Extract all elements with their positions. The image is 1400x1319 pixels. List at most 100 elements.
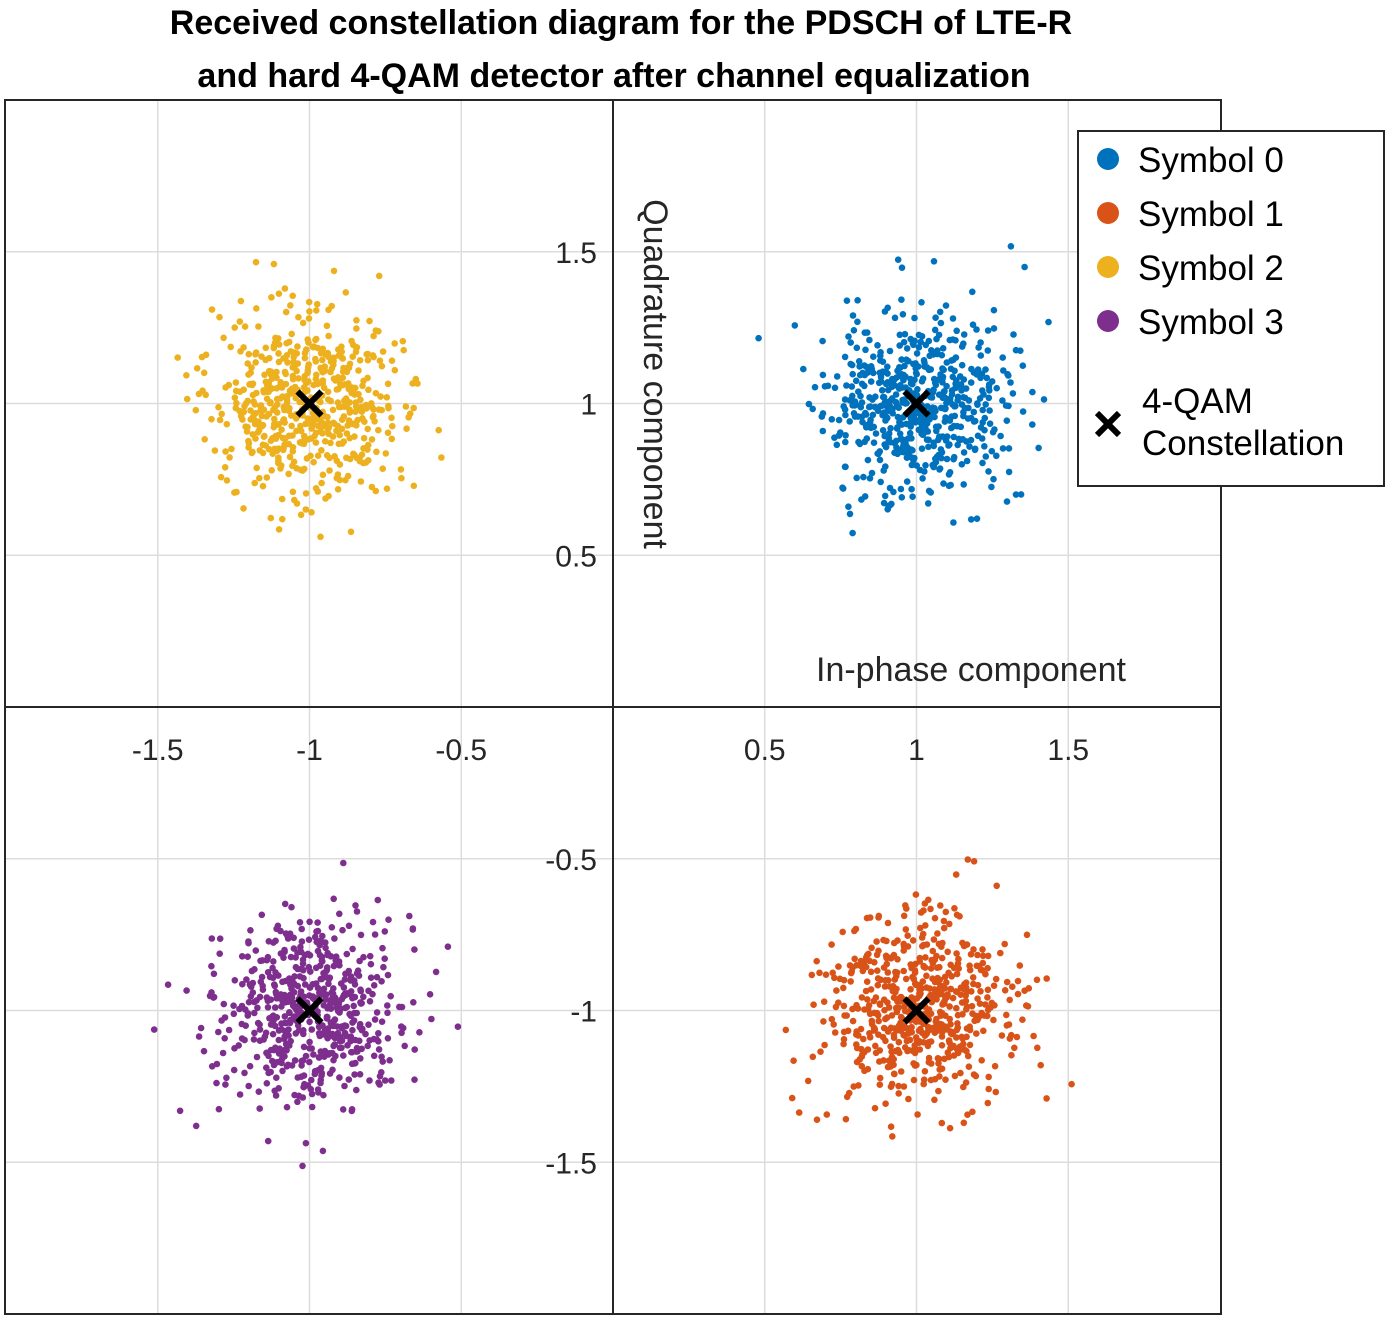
data-point xyxy=(384,971,392,979)
data-point xyxy=(364,356,372,364)
data-point xyxy=(349,1019,356,1026)
data-point xyxy=(252,258,260,266)
data-point xyxy=(924,500,932,507)
data-point xyxy=(936,963,943,971)
data-point xyxy=(945,1037,953,1044)
data-point xyxy=(366,998,374,1005)
data-point xyxy=(930,386,937,394)
data-point xyxy=(338,425,346,433)
data-point xyxy=(791,322,799,329)
data-point xyxy=(388,435,396,443)
data-point xyxy=(208,306,216,313)
data-point xyxy=(366,317,373,325)
data-point xyxy=(297,427,305,435)
data-point xyxy=(339,1106,347,1113)
data-point xyxy=(882,1100,889,1107)
data-point xyxy=(363,405,370,412)
data-point xyxy=(863,978,871,985)
data-point xyxy=(871,1104,879,1112)
data-point xyxy=(919,930,927,938)
data-point xyxy=(849,529,856,537)
data-point xyxy=(294,343,301,350)
data-point xyxy=(822,971,830,978)
data-point xyxy=(269,1057,276,1065)
data-point xyxy=(970,858,978,865)
data-point xyxy=(263,474,271,481)
data-point xyxy=(947,1044,954,1052)
constellation-x-stroke xyxy=(295,996,324,1025)
data-point xyxy=(948,413,955,420)
data-point xyxy=(281,285,289,292)
data-point xyxy=(300,1030,307,1038)
data-point xyxy=(930,936,938,943)
data-point xyxy=(845,333,852,340)
data-point xyxy=(391,340,399,347)
data-point xyxy=(324,1026,331,1034)
data-point xyxy=(275,1027,283,1034)
data-point xyxy=(360,993,367,1001)
data-point xyxy=(324,419,332,427)
data-point xyxy=(947,985,955,993)
legend-box xyxy=(1077,130,1385,487)
data-point xyxy=(984,964,991,972)
data-point xyxy=(933,996,940,1003)
data-point xyxy=(331,935,338,942)
data-point xyxy=(884,363,891,371)
data-point xyxy=(316,989,323,997)
data-point xyxy=(1019,1016,1026,1023)
data-point xyxy=(952,871,960,878)
data-point xyxy=(301,465,308,473)
data-point xyxy=(974,995,981,1002)
data-point xyxy=(939,379,946,386)
data-point xyxy=(916,418,924,426)
data-point xyxy=(930,375,938,383)
data-point xyxy=(966,1026,974,1034)
data-point xyxy=(243,976,250,983)
data-point xyxy=(977,339,984,346)
data-point xyxy=(289,432,296,439)
legend-label-symbol-1: Symbol 1 xyxy=(1138,195,1284,234)
data-point xyxy=(375,1046,383,1053)
data-point xyxy=(334,1029,342,1037)
data-point xyxy=(356,1037,363,1045)
data-point xyxy=(370,982,378,989)
data-point xyxy=(856,371,864,379)
data-point xyxy=(301,349,309,357)
data-point xyxy=(969,1108,976,1116)
data-point xyxy=(371,1016,379,1023)
data-point xyxy=(897,1068,905,1075)
data-point xyxy=(1068,1080,1075,1088)
data-point xyxy=(911,314,918,322)
data-point xyxy=(938,954,946,962)
series-symbol-0 xyxy=(755,243,1052,537)
data-point xyxy=(937,319,945,327)
data-point xyxy=(958,461,966,468)
data-point xyxy=(278,384,286,391)
data-point xyxy=(847,339,854,346)
data-point xyxy=(969,288,976,296)
data-point xyxy=(829,969,836,977)
data-point xyxy=(347,977,355,984)
data-point xyxy=(923,972,930,980)
data-point xyxy=(876,456,884,464)
data-point xyxy=(925,896,932,904)
data-point xyxy=(938,1033,946,1040)
data-point xyxy=(385,404,392,412)
data-point xyxy=(376,357,384,365)
data-point xyxy=(302,420,309,428)
data-point xyxy=(338,1044,345,1052)
data-point xyxy=(275,431,282,439)
data-point xyxy=(319,958,326,965)
data-point xyxy=(323,967,330,975)
data-point xyxy=(268,385,276,392)
data-point xyxy=(880,1024,888,1032)
data-point xyxy=(281,991,288,999)
data-point xyxy=(805,400,813,408)
data-point xyxy=(865,403,873,411)
data-point xyxy=(811,383,819,391)
data-point xyxy=(284,392,291,400)
data-point xyxy=(933,335,940,343)
data-point xyxy=(1005,468,1013,476)
data-point xyxy=(294,1074,302,1081)
data-point xyxy=(384,1002,391,1009)
